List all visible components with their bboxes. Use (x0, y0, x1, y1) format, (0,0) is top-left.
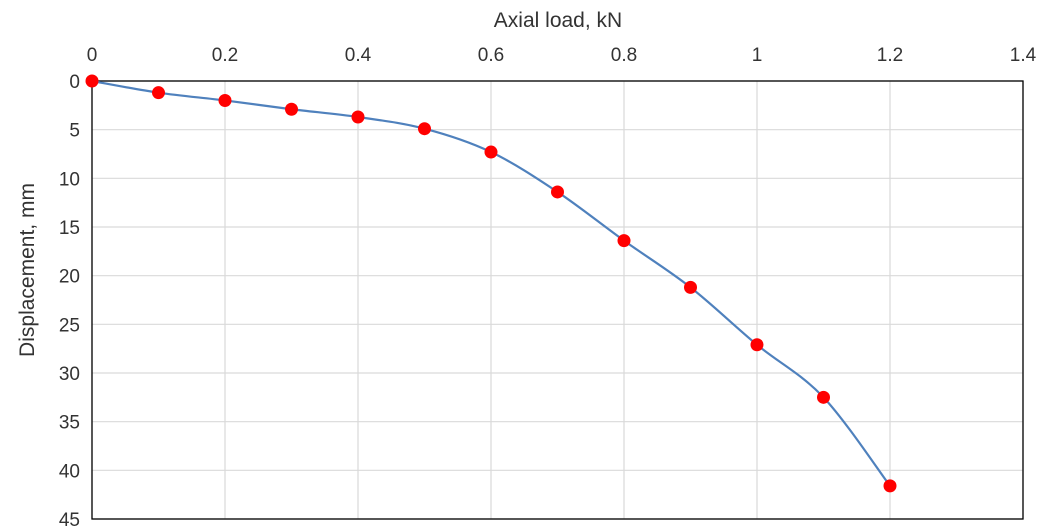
y-tick-label: 30 (59, 364, 80, 385)
data-point (551, 185, 564, 199)
data-point (684, 280, 697, 294)
data-point (218, 93, 232, 107)
plot-area-border (91, 80, 1024, 520)
data-point (617, 234, 631, 248)
y-tick-label: 20 (59, 267, 80, 288)
data-point (484, 145, 498, 159)
x-tick-label: 0.2 (212, 45, 238, 66)
data-point (85, 74, 99, 88)
y-tick-label: 0 (69, 72, 80, 93)
y-tick-label: 40 (59, 461, 80, 482)
data-point (285, 102, 298, 116)
x-tick-label: 0.8 (611, 45, 637, 66)
x-tick-label: 1.4 (1010, 45, 1037, 66)
y-tick-label: 10 (59, 169, 80, 190)
x-tick-label: 0.6 (478, 45, 504, 66)
y-tick-label: 35 (59, 413, 80, 434)
y-tick-label: 5 (69, 121, 80, 142)
y-tick-label: 15 (59, 218, 80, 239)
data-point (817, 390, 830, 404)
y-tick-label: 45 (59, 510, 80, 529)
x-axis-title: Axial load, kN (494, 9, 622, 32)
data-point (750, 338, 764, 352)
data-point (883, 479, 897, 493)
x-tick-label: 1.2 (877, 45, 903, 66)
series-markers (85, 74, 897, 493)
data-point (152, 86, 165, 100)
x-tick-labels: 0 0.2 0.4 0.6 0.8 1 1.2 1.4 (87, 45, 1037, 66)
x-tick-label: 0 (87, 45, 98, 66)
x-tick-label: 1 (752, 45, 763, 66)
y-tick-label: 25 (59, 315, 80, 336)
x-tick-label: 0.4 (345, 45, 372, 66)
data-point (351, 110, 365, 124)
y-tick-labels: 0 5 10 15 20 25 30 35 40 45 (59, 72, 80, 529)
y-axis-title: Displacement, mm (16, 183, 39, 357)
data-point (418, 122, 431, 136)
